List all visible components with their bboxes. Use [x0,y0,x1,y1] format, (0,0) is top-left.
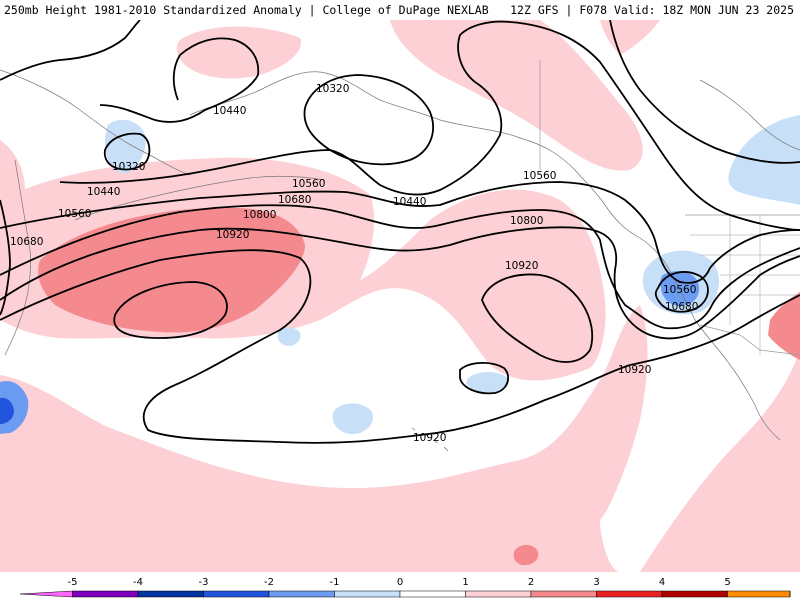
contour-10920-central-core [481,273,594,363]
contour-10320-bering [103,132,151,171]
colorbar-segment [661,590,728,598]
colorbar-tick-label: 4 [659,577,665,588]
anomaly-negative-western-edge-core [0,397,14,424]
colorbar-tick-label: 2 [528,577,534,588]
contour-label-10320-alaska: 10320 [316,83,349,95]
anomaly-positive-south [0,305,800,572]
contour-labels: 10320 10320 10440 10440 10440 10560 1056… [10,83,698,444]
anomaly-colorbar: -5 -4 -3 -2 -1 0 1 2 3 4 5 [0,572,800,600]
coastline-baja [694,319,781,441]
contour-label-10560-west: 10560 [58,208,91,220]
header-valid-time: 12Z GFS | F078 Valid: 18Z MON JUN 23 202… [510,3,794,17]
anomaly-positive-southeast [560,350,800,572]
colorbar-segment [727,590,791,598]
anomaly-positive-gulf [390,20,643,171]
contour-10440 [59,20,800,231]
map-header: 250mb Height 1981-2010 Standardized Anom… [0,0,800,20]
anomaly-positive-westedge [0,140,25,210]
anomaly-strong-positive-west [38,207,305,333]
anomaly-negative-spot1 [332,403,374,435]
colorbar-segment [334,590,401,598]
colorbar-segment [137,590,204,598]
contour-label-10680-california: 10680 [665,301,698,313]
colorbar-segment [19,590,73,598]
contour-label-10440-center: 10440 [393,196,426,208]
coastline-hudson [699,79,800,151]
contour-west-edge [0,199,11,316]
contour-label-10920-south: 10920 [413,432,446,444]
contour-label-10680-west: 10680 [10,236,43,248]
contour-label-10440-north: 10440 [213,105,246,117]
colorbar-tick-label: -4 [133,577,143,588]
colorbar-ticks: -5 -4 -3 -2 -1 0 1 2 3 4 5 [68,577,731,588]
contour-10440-north [99,37,260,123]
contour-10560 [0,181,800,284]
contour-label-10920-west: 10920 [216,229,249,241]
colorbar-segment [399,590,466,598]
contour-label-10920-center: 10920 [505,260,538,272]
contour-label-10440-west: 10440 [87,186,120,198]
anomaly-negative-spot2 [466,372,510,393]
anomaly-strong-positive-south-spot [513,544,539,566]
anomaly-negative-california-core [660,270,700,307]
contour-10680 [0,204,800,330]
coastlines [0,60,800,452]
colorbar-segment [203,590,270,598]
colorbar-segment [596,590,663,598]
contour-label-10920-east: 10920 [618,364,651,376]
header-title: 250mb Height 1981-2010 Standardized Anom… [4,3,489,17]
coastline-kamchatka [4,159,31,356]
contour-label-10680-center: 10680 [278,194,311,206]
colorbar-tick-label: -1 [330,577,340,588]
colorbar-tick-label: -2 [264,577,274,588]
contour-label-10560-center: 10560 [292,178,325,190]
coastline-aleutians [74,175,326,221]
contour-label-10800-center: 10800 [510,215,543,227]
colorbar-tick-label: -3 [199,577,209,588]
coastline-alaska [189,71,606,206]
colorbar-tick-label: 3 [593,577,599,588]
contour-10800 [0,226,800,340]
contour-hudson [609,20,800,164]
colorbar-segment [268,590,335,598]
contour-label-10560-east: 10560 [523,170,556,182]
anomaly-negative-hudson [728,115,800,205]
anomaly-strong-positive-mexico [768,292,800,360]
contour-10920-west-core [113,281,228,339]
contour-label-10320-bering: 10320 [112,161,145,173]
colorbar-tick-label: 5 [724,577,730,588]
anomaly-positive-canada [600,20,660,55]
contour-10320-alaska [303,74,434,166]
contour-10920-spot [459,362,509,395]
coastline-siberia [0,69,191,176]
colorbar-tick-label: -5 [68,577,78,588]
colorbar-segment [530,590,597,598]
anomaly-shading [0,20,800,572]
contour-10560-california [654,271,709,313]
colorbar-segment [72,590,139,598]
contour-label-10560-california: 10560 [663,284,696,296]
colorbar-tick-label: 0 [397,577,403,588]
anomaly-map: 10320 10320 10440 10440 10440 10560 1056… [0,20,800,572]
contour-10920-main [0,249,800,444]
anomaly-negative-spot3 [277,327,301,346]
contour-10440-west [0,20,141,81]
colorbar-segment [465,590,532,598]
colorbar-segments [19,590,791,598]
colorbar-tick-label: 1 [462,577,468,588]
border-us-mexico [699,324,800,356]
contour-label-10800-west: 10800 [243,209,276,221]
height-contours [0,20,800,444]
